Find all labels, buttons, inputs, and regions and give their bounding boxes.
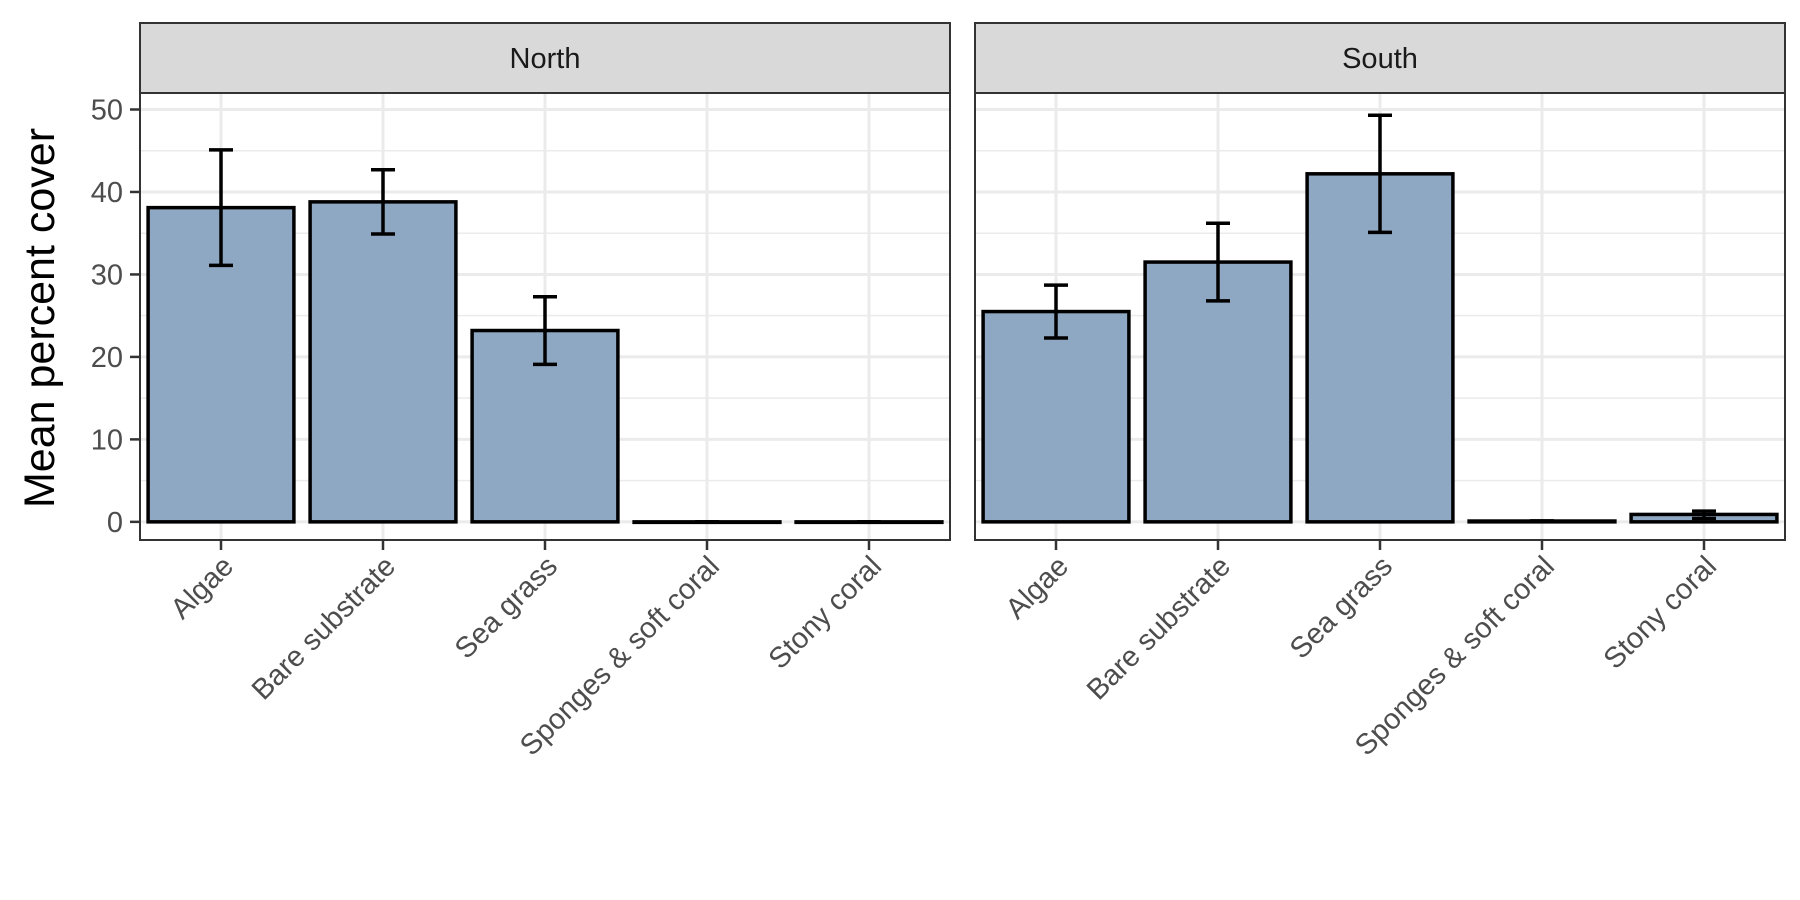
facet-strip-label: South (1342, 43, 1418, 75)
bar-algae (981, 309, 1131, 524)
bar-bare-substrate (308, 200, 458, 524)
y-tick-label: 40 (91, 177, 123, 209)
y-axis-title: Mean percent cover (16, 128, 64, 508)
y-axis: 0 10 20 30 40 50 (91, 94, 140, 539)
y-tick-label: 0 (107, 507, 123, 539)
bar-bare-substrate (1143, 260, 1293, 524)
y-tick-label: 20 (91, 342, 123, 374)
facet-strip-label: North (510, 43, 581, 75)
facet-strip (139, 22, 951, 94)
y-tick-label: 50 (91, 94, 123, 126)
facet-strip (974, 22, 1786, 94)
y-tick-label: 30 (91, 259, 123, 291)
y-tick-label: 10 (91, 424, 123, 456)
